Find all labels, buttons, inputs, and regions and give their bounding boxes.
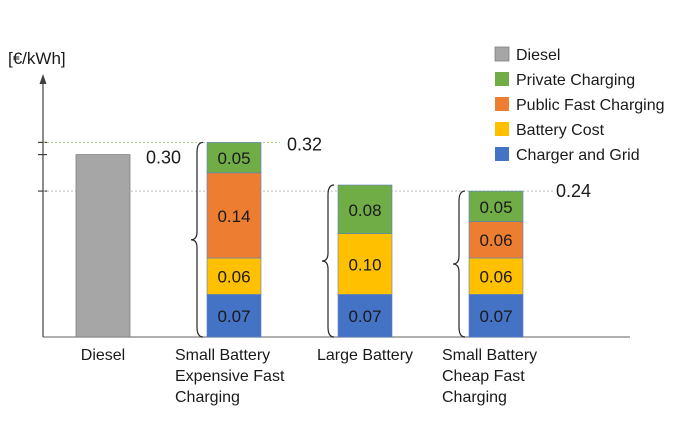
legend-label-battery-cost: Battery Cost [516,122,605,139]
bars: 0.07 0.06 0.14 0.05 0.07 0.10 0.08 0.07 0.06 0.06… [75,142,524,338]
bar-segment-private-charging-3 [337,184,393,234]
x-tick-label-line: Small Battery [175,347,270,364]
x-tick-label-line: Charging [175,389,240,406]
x-tick-label-line: Expensive Fast [175,368,285,385]
x-tick-label-1: Diesel [81,347,125,364]
bar-segment-public-fast-charging-4 [468,221,524,259]
x-tick-label-2: Small Battery Expensive Fast Charging [175,347,285,406]
reference-label-0-32: 0.32 [287,134,322,154]
data-label: 0.06 [479,231,512,250]
bar-segment-private-charging-2 [206,142,262,174]
x-tick-label-line: Diesel [81,347,125,364]
bar-segment-charger-and-grid-3 [337,294,393,338]
bar-segment-battery-cost-4 [468,257,524,295]
x-tick-label-line: Cheap Fast [442,368,525,385]
legend: Diesel Private Charging Public Fast Chargi… [494,46,665,164]
data-label: 0.14 [217,207,250,226]
data-label: 0.06 [479,268,512,287]
data-label: 0.07 [217,307,250,326]
data-label: 0.05 [479,198,512,217]
x-tick-label-4: Small Battery Cheap Fast Charging [442,347,537,406]
x-tick-label-line: Small Battery [442,347,537,364]
legend-label-charger-and-grid: Charger and Grid [516,147,640,164]
legend-label-public-fast-charging: Public Fast Charging [516,97,665,114]
data-label: 0.10 [348,256,381,275]
brace [190,141,204,338]
brace [452,190,466,338]
data-label: 0.05 [217,149,250,168]
data-label: 0.07 [479,307,512,326]
reference-label-0-30: 0.30 [146,148,181,168]
bar-segment-battery-cost-3 [337,233,393,295]
data-label: 0.07 [348,307,381,326]
legend-label-diesel: Diesel [516,47,560,64]
x-tick-label-3: Large Battery [317,347,413,364]
bar-segment-private-charging-4 [468,190,524,222]
legend-swatch-battery-cost [495,122,509,136]
brace [321,184,335,338]
braces [190,141,466,338]
y-axis-label: [€/kWh] [8,49,66,68]
bar-segment-charger-and-grid-4 [468,294,524,338]
legend-swatch-public-fast-charging [495,97,509,111]
legend-swatch-private-charging [495,72,509,86]
x-tick-label-line: Charging [442,389,507,406]
legend-swatch-charger-and-grid [495,147,509,161]
x-tick-labels: Diesel Small Battery Expensive Fast Chargin… [81,347,537,406]
axes: [€/kWh] [8,49,630,338]
legend-swatch-diesel [494,46,510,62]
bar-diesel [75,154,131,338]
data-label: 0.08 [348,201,381,220]
reference-label-0-24: 0.24 [556,181,591,201]
legend-label-private-charging: Private Charging [516,72,635,89]
data-label: 0.06 [217,268,250,287]
x-tick-label-line: Large Battery [317,347,413,364]
y-axis-arrowhead [39,74,47,84]
